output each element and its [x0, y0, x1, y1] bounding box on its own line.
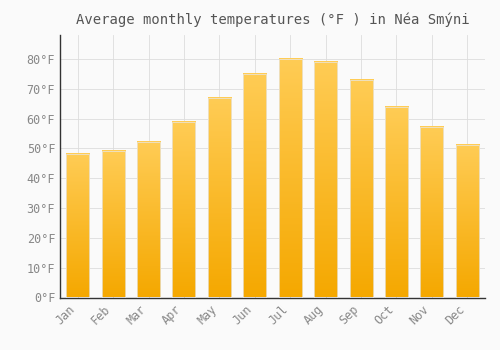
Bar	[137, 142, 160, 298]
Bar	[350, 80, 372, 298]
Bar	[172, 121, 196, 298]
Bar	[208, 98, 231, 298]
Title: Average monthly temperatures (°F ) in Néa Smýni: Average monthly temperatures (°F ) in Né…	[76, 12, 469, 27]
Bar	[278, 59, 301, 298]
Bar	[102, 151, 124, 298]
Bar	[420, 127, 444, 298]
Bar	[456, 145, 479, 298]
Bar	[385, 107, 408, 298]
Bar	[244, 74, 266, 298]
Bar	[314, 62, 337, 298]
Bar	[66, 154, 89, 298]
